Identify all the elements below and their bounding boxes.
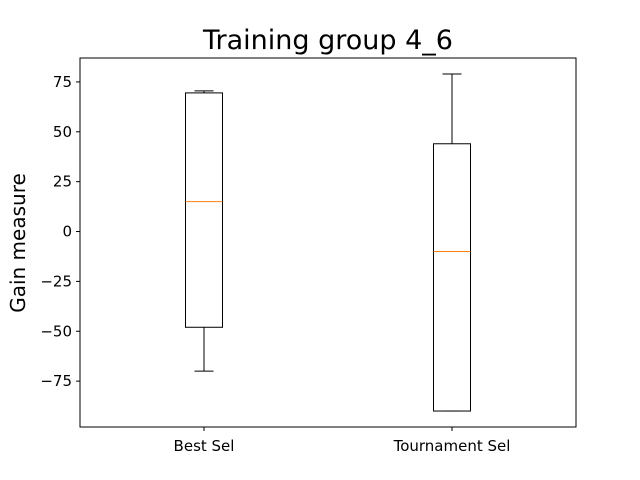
boxes [185,73,471,412]
y-tick-label: 75 [53,73,72,91]
x-axis: Best Sel Tournament Sel [174,427,511,455]
y-tick-label: −75 [40,372,72,390]
y-tick-label: −50 [40,322,72,340]
box-1 [185,90,223,372]
y-tick-label: 0 [62,223,72,241]
y-tick-label: −25 [40,272,72,290]
iqr-box [185,92,223,328]
y-tick-label: 50 [53,123,72,141]
y-axis: −75 −50 −25 0 25 50 75 [40,73,80,390]
iqr-box [433,143,471,412]
plot-area-frame [79,57,577,428]
x-tick-label: Best Sel [174,437,235,455]
x-tick-label: Tournament Sel [393,437,511,455]
chart-title: Training group 4_6 [202,25,453,56]
y-tick-label: 25 [53,173,72,191]
box-2 [433,73,471,412]
y-axis-label: Gain measure [6,173,30,313]
